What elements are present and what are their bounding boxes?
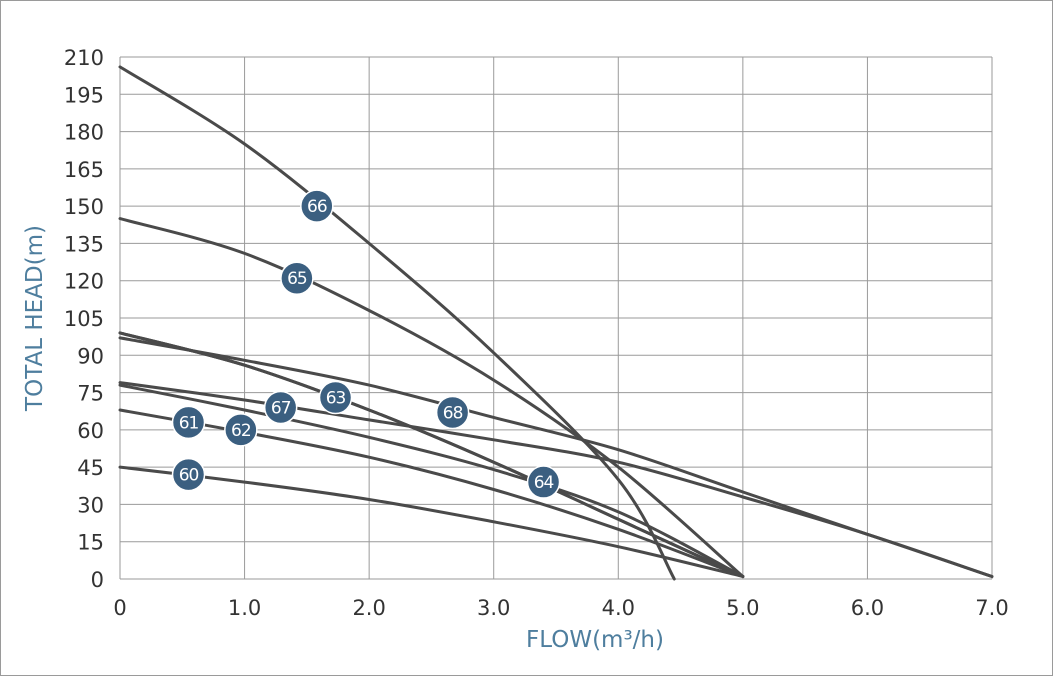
x-tick-label: 4.0	[602, 596, 635, 620]
curve-badges: 60 61 62 63 64 65 66 67 68	[171, 189, 561, 499]
y-tick-label: 135	[64, 232, 104, 256]
y-tick-label: 15	[77, 531, 104, 555]
curve-badge-61: 61	[171, 405, 206, 440]
curve-badge-62: 62	[224, 413, 258, 447]
badge-label: 65	[287, 269, 307, 289]
badge-label: 68	[443, 403, 463, 423]
y-tick-label: 120	[64, 270, 104, 294]
curve-66	[118, 65, 676, 581]
y-tick-label: 75	[77, 382, 104, 406]
y-axis-label: TOTAL HEAD(m)	[22, 225, 48, 412]
badge-label: 61	[179, 413, 199, 433]
x-tick-label: 0	[113, 596, 126, 620]
badge-circle	[263, 390, 298, 425]
y-tick-label: 180	[64, 121, 104, 145]
y-tick-label: 45	[77, 456, 104, 480]
curve-badge-60: 60	[171, 457, 206, 492]
curve-badge-65: 65	[280, 261, 314, 295]
badge-circle	[318, 380, 353, 415]
x-tick-label: 2.0	[352, 596, 385, 620]
curve-badge-68: 68	[435, 395, 470, 430]
badge-circle	[171, 457, 206, 492]
badge-circle	[435, 395, 470, 430]
badge-label: 67	[271, 398, 291, 418]
curve-65	[118, 217, 745, 578]
badge-label: 63	[326, 389, 346, 409]
y-tick-labels: 0 15 30 45 60 75 90 105 120 135 150 165 180 195 210	[64, 46, 104, 592]
y-tick-label: 210	[64, 46, 104, 70]
curve-badge-63: 63	[318, 380, 353, 415]
curve-60	[118, 465, 745, 578]
badge-circle	[280, 261, 314, 295]
y-tick-label: 195	[64, 83, 104, 107]
badge-circle	[224, 413, 258, 447]
y-tick-label: 150	[64, 195, 104, 219]
curve-badge-66: 66	[300, 189, 334, 223]
badge-circle	[171, 405, 206, 440]
badge-label: 66	[307, 197, 327, 217]
grid	[119, 56, 993, 580]
y-tick-label: 90	[77, 344, 104, 368]
x-tick-label: 5.0	[726, 596, 759, 620]
badge-label: 64	[534, 473, 554, 493]
curves	[118, 65, 994, 581]
badge-label: 60	[179, 466, 199, 486]
x-tick-label: 6.0	[851, 596, 884, 620]
curve-64	[118, 331, 745, 578]
x-axis-label: FLOW(m³/h)	[526, 627, 664, 653]
y-tick-label: 30	[77, 493, 104, 517]
curve-badge-67: 67	[263, 390, 298, 425]
y-tick-label: 105	[64, 307, 104, 331]
curve-62	[118, 383, 745, 578]
x-tick-label: 7.0	[975, 596, 1008, 620]
y-tick-label: 165	[64, 158, 104, 182]
curve-68	[118, 336, 994, 578]
x-tick-label: 3.0	[477, 596, 510, 620]
x-tick-labels: 0 1.0 2.0 3.0 4.0 5.0 6.0 7.0	[113, 596, 1008, 620]
y-tick-label: 0	[91, 568, 104, 592]
badge-circle	[526, 465, 561, 499]
badge-circle	[300, 189, 334, 223]
y-tick-label: 60	[77, 419, 104, 443]
curve-badge-64: 64	[526, 465, 561, 499]
badge-label: 62	[231, 421, 251, 441]
x-tick-label: 1.0	[228, 596, 261, 620]
